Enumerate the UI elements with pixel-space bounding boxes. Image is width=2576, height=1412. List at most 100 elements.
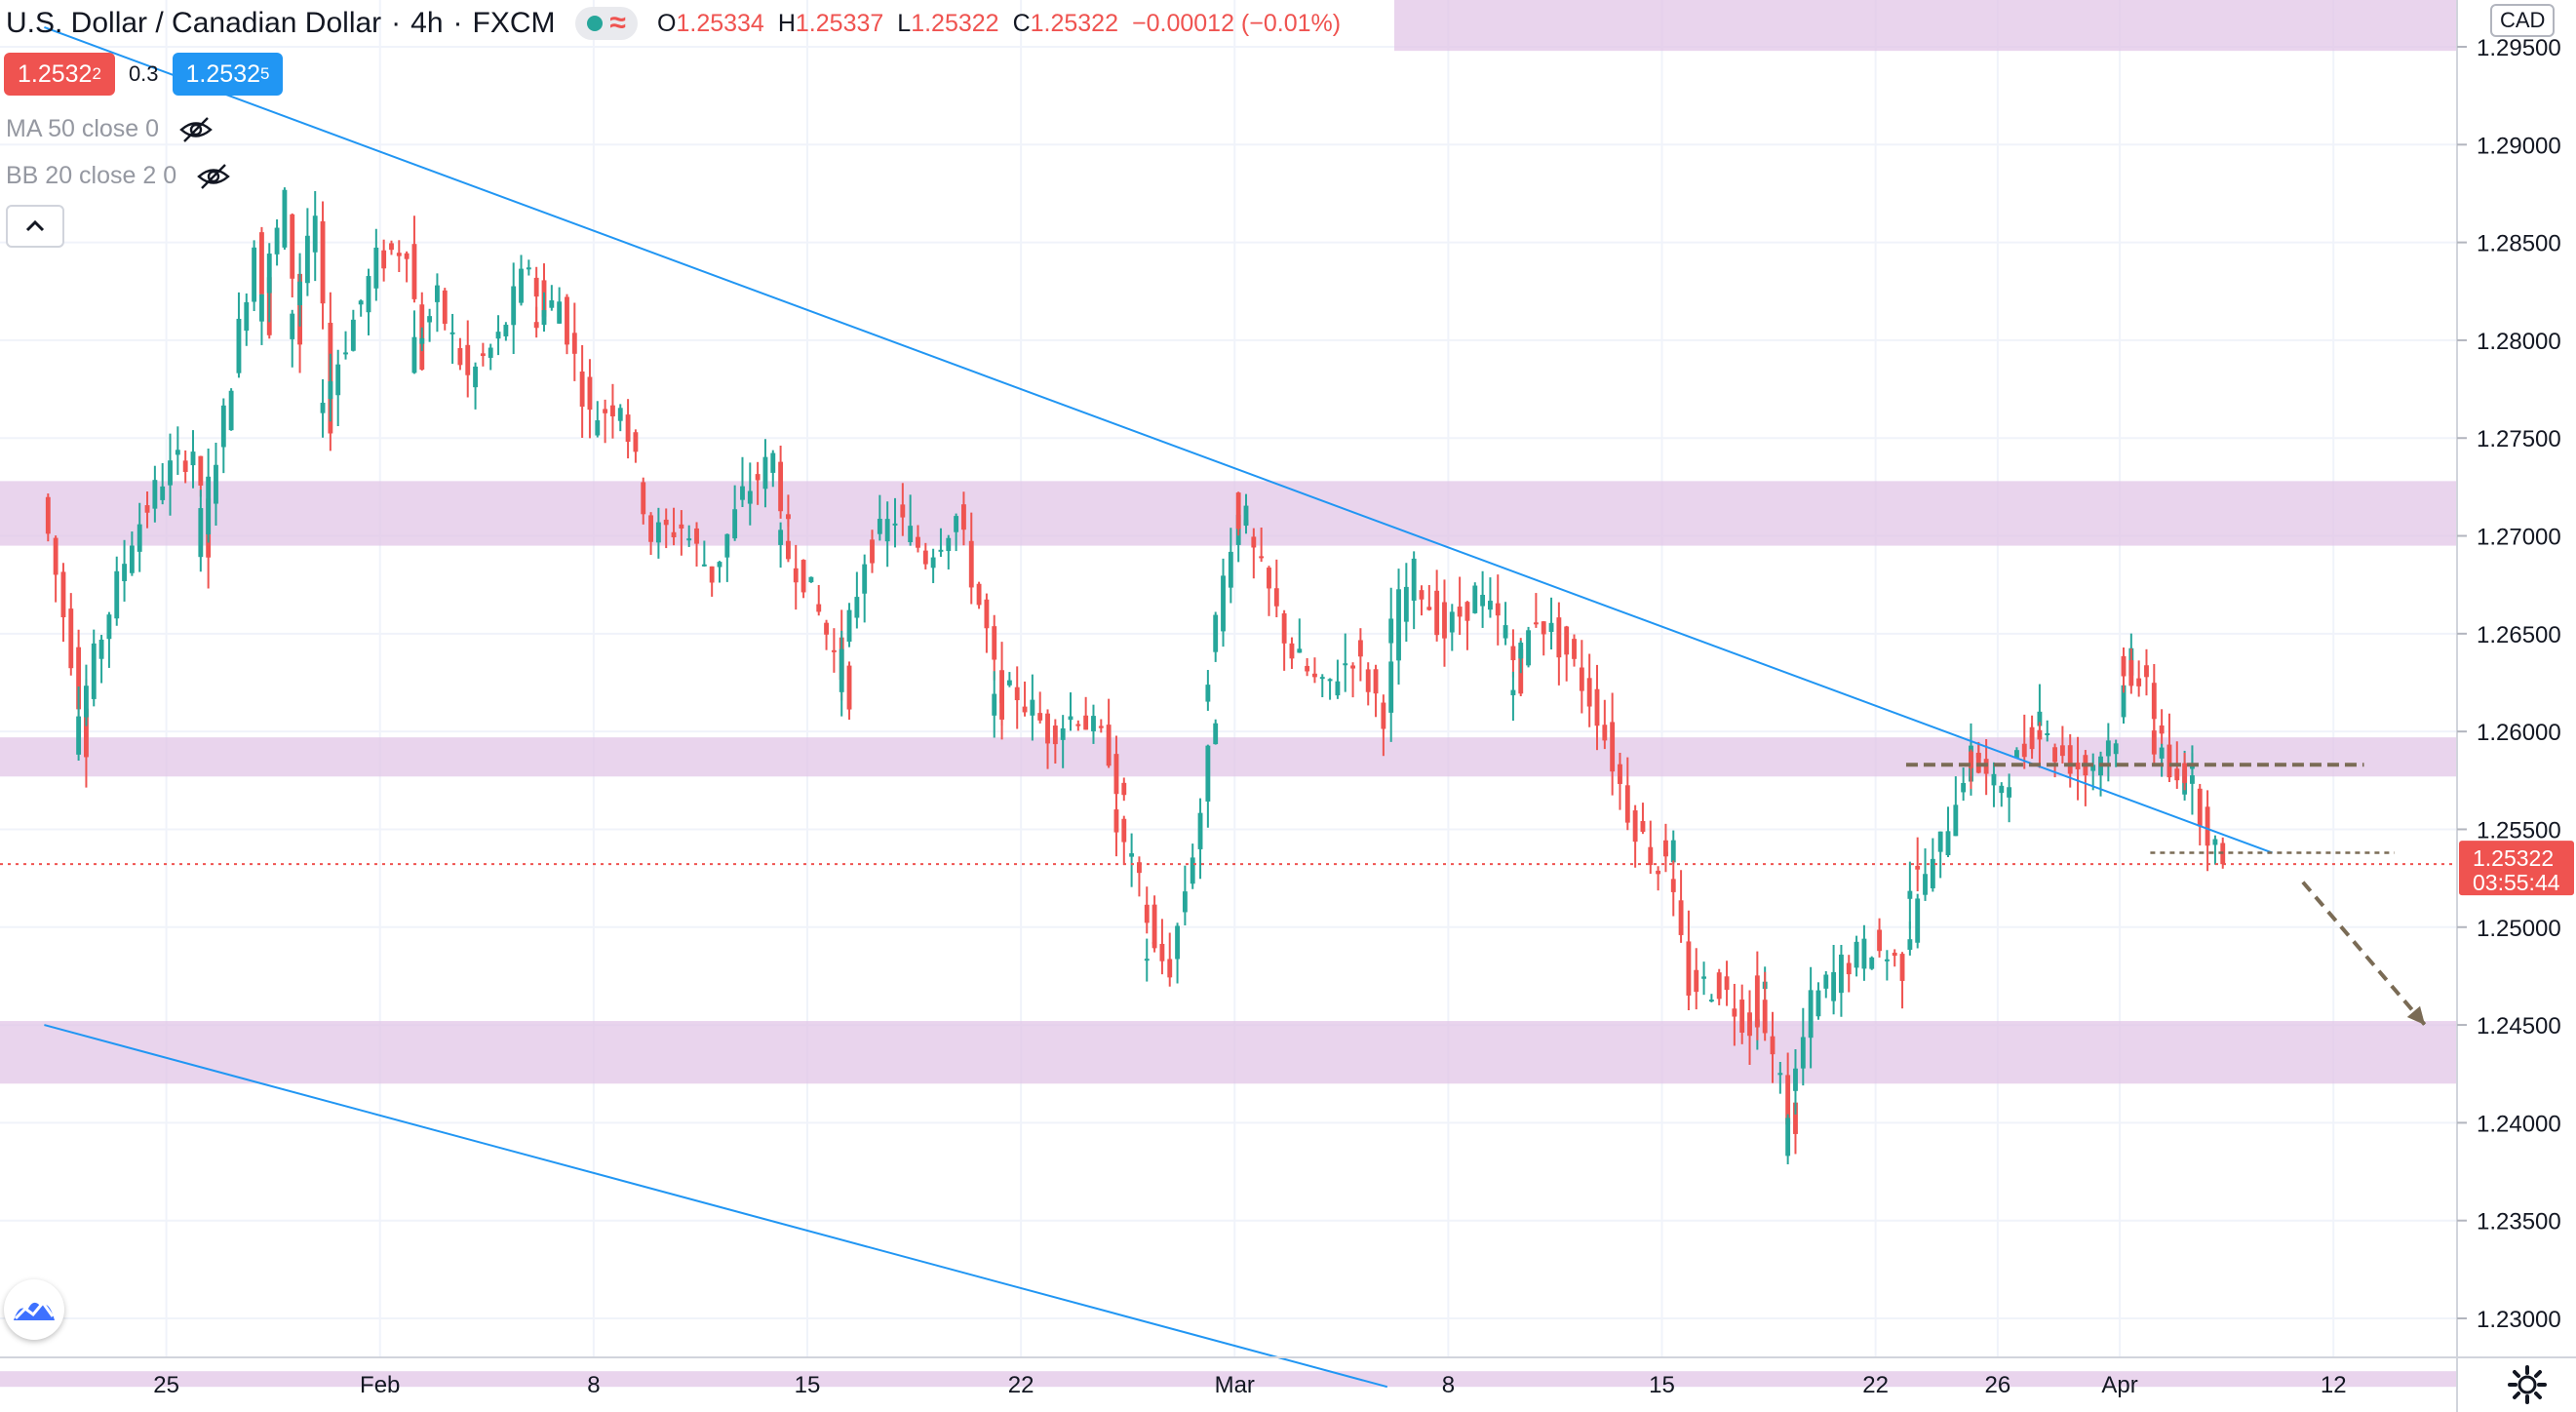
candle-body — [1594, 688, 1600, 726]
candle-body — [1724, 976, 1730, 991]
candle-body — [282, 189, 288, 248]
candle-body — [1113, 754, 1119, 795]
candle-body — [1030, 699, 1035, 716]
candle-body — [1800, 1037, 1806, 1069]
exchange-label: FXCM — [472, 7, 556, 39]
candle-body — [908, 526, 914, 543]
candle-body — [1694, 969, 1699, 993]
candle-body — [1083, 715, 1089, 730]
zone-band — [0, 1021, 2457, 1084]
candle-body — [846, 609, 852, 643]
y-tick-label: 1.28000 — [2477, 329, 2561, 355]
interval-label[interactable]: 4h — [410, 7, 444, 39]
y-tick-label: 1.24500 — [2477, 1013, 2561, 1039]
y-tick-label: 1.29000 — [2477, 133, 2561, 159]
collapse-indicators-button[interactable] — [6, 205, 64, 248]
x-tick-label: Feb — [360, 1372, 400, 1398]
candle-body — [358, 300, 364, 305]
candle-body — [1235, 492, 1241, 530]
candle-body — [595, 420, 601, 436]
y-tick-label: 1.23000 — [2477, 1307, 2561, 1333]
buy-button[interactable]: 1.2532 5 — [172, 53, 284, 96]
candle-body — [1839, 954, 1844, 994]
candle-body — [190, 451, 196, 466]
candle-body — [2174, 768, 2180, 781]
trendline[interactable] — [44, 26, 2273, 854]
candle-body — [1548, 622, 1554, 633]
candle-body — [2075, 763, 2081, 769]
candle-body — [60, 571, 66, 618]
candle-body — [1373, 669, 1379, 694]
candle-body — [603, 409, 608, 413]
candle-body — [2212, 839, 2218, 845]
candle-body — [846, 665, 852, 710]
candle-body — [1953, 804, 1959, 837]
candle-body — [1488, 601, 1493, 610]
candle-body — [1259, 556, 1265, 559]
candle-body — [259, 232, 264, 294]
candle-body — [1228, 551, 1233, 588]
ohlc-open-value: 1.25334 — [676, 9, 764, 37]
tradingview-logo-icon — [14, 1300, 55, 1320]
candle-body — [442, 290, 448, 325]
candle-body — [1915, 866, 1921, 870]
candle-body — [1686, 941, 1692, 996]
tradingview-logo-button[interactable] — [4, 1279, 64, 1340]
candle-body — [862, 564, 868, 594]
projection-arrow[interactable] — [2301, 881, 2427, 1027]
sell-price: 1.2532 — [18, 59, 93, 88]
current-price-tag — [2459, 841, 2574, 896]
candle-body — [214, 464, 218, 504]
candle-body — [1091, 716, 1096, 731]
indicator-bb[interactable]: BB 20 close 2 0 — [6, 162, 231, 190]
candle-body — [1923, 874, 1928, 895]
candle-body — [1106, 725, 1112, 766]
x-tick-label: Apr — [2101, 1372, 2137, 1398]
candle-body — [1480, 595, 1486, 607]
trendline[interactable] — [44, 1024, 1388, 1389]
candle-body — [1281, 613, 1287, 644]
buy-price: 1.2532 — [185, 59, 260, 88]
candle-body — [465, 344, 471, 375]
candle-body — [1343, 663, 1348, 666]
candle-body — [1624, 785, 1630, 823]
ohlc-close-value: 1.25322 — [1030, 9, 1118, 37]
candle-body — [610, 405, 615, 417]
candle-body — [1785, 1075, 1791, 1125]
axis-currency-button[interactable]: CAD — [2490, 4, 2556, 37]
candle-body — [1213, 614, 1219, 652]
candle-body — [992, 626, 997, 660]
candle-body — [1419, 590, 1425, 600]
indicator-ma[interactable]: MA 50 close 0 — [6, 115, 214, 143]
bar-countdown-label: 03:55:44 — [2473, 870, 2560, 895]
candle-body — [1045, 713, 1050, 744]
candle-body — [1442, 602, 1447, 639]
candle-body — [786, 540, 791, 560]
candle-body — [1022, 706, 1028, 713]
sell-button[interactable]: 1.2532 2 — [4, 53, 115, 96]
candle-body — [1121, 782, 1127, 796]
candle-body — [168, 460, 173, 486]
candle-body — [1273, 588, 1279, 607]
candle-body — [541, 310, 547, 326]
candle-body — [1251, 536, 1257, 548]
symbol-title[interactable]: U.S. Dollar / Canadian Dollar — [6, 7, 382, 39]
candle-body — [519, 268, 524, 303]
candle-body — [1068, 716, 1073, 721]
candle-body — [961, 504, 966, 530]
candle-body — [2182, 763, 2188, 783]
gear-icon[interactable] — [2506, 1363, 2549, 1406]
candle-body — [2121, 685, 2127, 718]
candle-body — [938, 549, 944, 552]
ohlc-high-value: 1.25337 — [795, 9, 884, 37]
eye-hidden-icon[interactable] — [178, 116, 214, 143]
market-status[interactable]: ≈ — [574, 7, 639, 40]
candle-body — [350, 319, 356, 351]
candle-body — [793, 568, 799, 583]
candle-body — [1205, 685, 1211, 702]
eye-hidden-icon[interactable] — [196, 163, 231, 190]
candle-body — [1129, 853, 1135, 857]
candle-body — [884, 519, 890, 542]
ohlc-high-label: H — [777, 9, 796, 37]
